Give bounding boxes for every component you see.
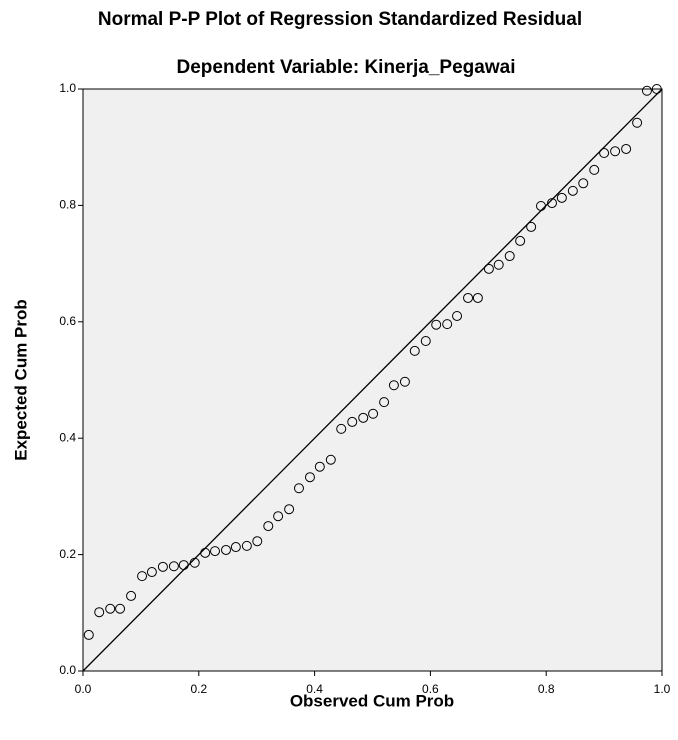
x-tick-label: 0.4 xyxy=(306,682,323,696)
chart-subtitle: Dependent Variable: Kinerja_Pegawai xyxy=(177,57,516,78)
y-tick-label: 0.2 xyxy=(59,547,76,561)
y-tick-label: 0.0 xyxy=(59,663,76,677)
page: {"chart_data": {"type": "scatter", "titl… xyxy=(0,0,678,740)
x-tick-label: 0.6 xyxy=(422,682,439,696)
x-tick-label: 0.8 xyxy=(538,682,555,696)
y-tick-label: 1.0 xyxy=(59,81,76,95)
y-tick-label: 0.4 xyxy=(59,430,76,444)
chart-title: Normal P-P Plot of Regression Standardiz… xyxy=(98,9,582,30)
chart: Normal P-P Plot of Regression Standardiz… xyxy=(0,0,678,740)
x-tick-label: 1.0 xyxy=(654,682,671,696)
y-tick-label: 0.6 xyxy=(59,314,76,328)
y-axis-label: Expected Cum Prob xyxy=(11,299,30,461)
x-tick-label: 0.2 xyxy=(190,682,207,696)
y-tick-label: 0.8 xyxy=(59,198,76,212)
x-tick-label: 0.0 xyxy=(75,682,92,696)
